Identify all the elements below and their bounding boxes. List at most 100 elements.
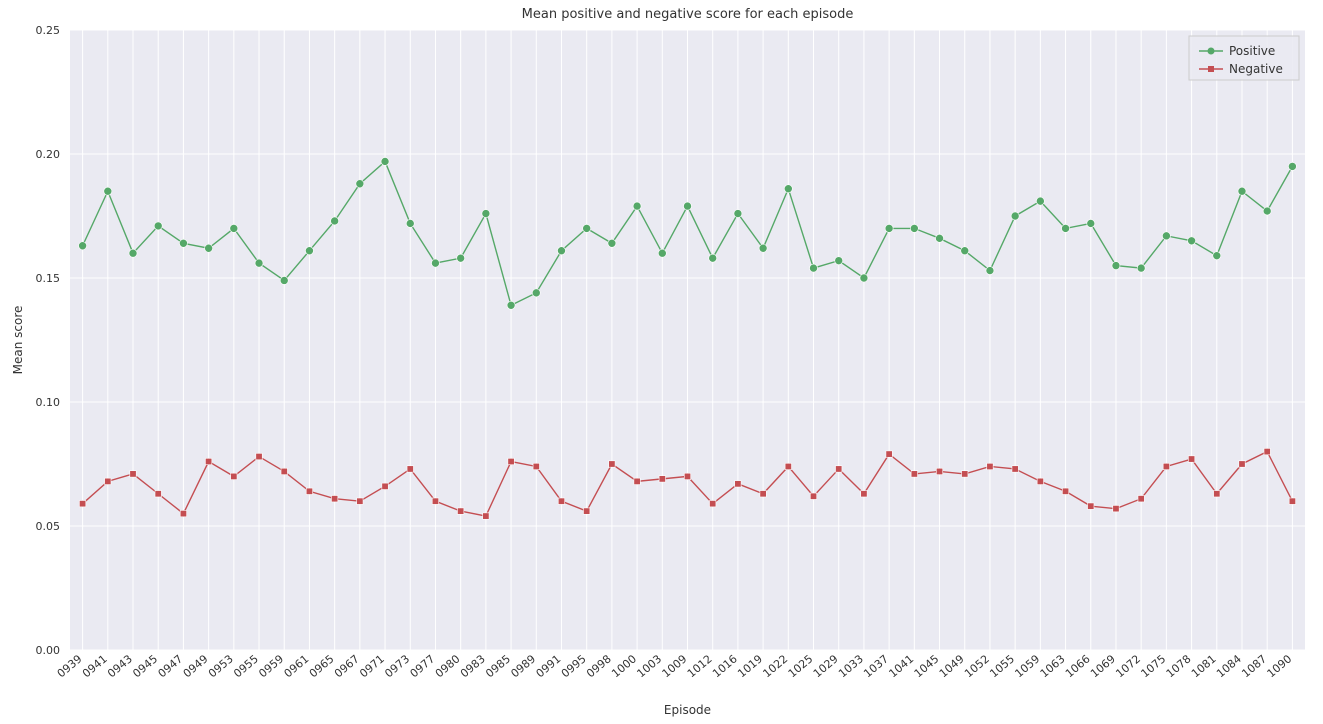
xtick-label: 1041 xyxy=(886,652,916,680)
positive-marker xyxy=(608,239,616,247)
positive-marker xyxy=(1112,262,1120,270)
negative-marker xyxy=(1012,466,1018,472)
legend-positive-label: Positive xyxy=(1229,44,1275,58)
negative-marker xyxy=(306,488,312,494)
negative-marker xyxy=(583,508,589,514)
xtick-label: 0943 xyxy=(105,652,135,680)
xtick-label: 1072 xyxy=(1113,652,1143,680)
xtick-label: 0947 xyxy=(156,652,186,680)
ytick-label: 0.25 xyxy=(36,24,61,37)
positive-marker xyxy=(431,259,439,267)
negative-marker xyxy=(1037,478,1043,484)
xtick-label: 1037 xyxy=(861,652,891,680)
ytick-label: 0.20 xyxy=(36,148,61,161)
x-axis-label: Episode xyxy=(664,703,711,717)
xtick-label: 1069 xyxy=(1088,652,1118,680)
negative-marker xyxy=(357,498,363,504)
negative-marker xyxy=(987,463,993,469)
xtick-label: 1049 xyxy=(937,652,967,680)
positive-marker xyxy=(986,267,994,275)
xtick-label: 0977 xyxy=(408,652,438,680)
negative-marker xyxy=(407,466,413,472)
positive-marker xyxy=(482,210,490,218)
positive-marker xyxy=(709,254,717,262)
positive-marker xyxy=(557,247,565,255)
negative-marker xyxy=(936,468,942,474)
positive-marker xyxy=(885,224,893,232)
xtick-label: 0998 xyxy=(584,652,614,680)
positive-marker xyxy=(79,242,87,250)
positive-marker xyxy=(684,202,692,210)
positive-marker xyxy=(784,185,792,193)
negative-marker xyxy=(836,466,842,472)
xtick-label: 0955 xyxy=(231,652,261,680)
xtick-label: 0991 xyxy=(534,652,564,680)
xtick-label: 1090 xyxy=(1265,652,1295,680)
positive-marker xyxy=(961,247,969,255)
positive-marker xyxy=(179,239,187,247)
xtick-label: 0953 xyxy=(206,652,236,680)
negative-marker xyxy=(1264,448,1270,454)
xtick-label: 0985 xyxy=(483,652,513,680)
negative-marker xyxy=(281,468,287,474)
xtick-label: 1025 xyxy=(786,652,816,680)
negative-marker xyxy=(962,471,968,477)
xtick-label: 0983 xyxy=(458,652,488,680)
xtick-label: 0945 xyxy=(130,652,160,680)
negative-marker xyxy=(911,471,917,477)
negative-marker xyxy=(810,493,816,499)
ytick-label: 0.15 xyxy=(36,272,61,285)
negative-marker xyxy=(432,498,438,504)
xtick-label: 0971 xyxy=(357,652,387,680)
xtick-label: 0980 xyxy=(433,652,463,680)
positive-marker xyxy=(305,247,313,255)
positive-marker xyxy=(734,210,742,218)
negative-marker xyxy=(861,491,867,497)
xtick-label: 0949 xyxy=(181,652,211,680)
xtick-label: 1084 xyxy=(1214,652,1244,680)
positive-marker xyxy=(835,257,843,265)
xtick-label: 1075 xyxy=(1139,652,1169,680)
positive-marker xyxy=(104,187,112,195)
xtick-label: 1012 xyxy=(685,652,715,680)
negative-marker xyxy=(256,453,262,459)
xtick-label: 0965 xyxy=(307,652,337,680)
negative-marker xyxy=(634,478,640,484)
negative-marker xyxy=(1138,496,1144,502)
negative-marker xyxy=(710,500,716,506)
negative-marker xyxy=(533,463,539,469)
ytick-label: 0.00 xyxy=(36,644,61,657)
positive-marker xyxy=(331,217,339,225)
positive-marker xyxy=(910,224,918,232)
negative-marker xyxy=(457,508,463,514)
legend-positive-marker xyxy=(1208,48,1215,55)
negative-marker xyxy=(155,491,161,497)
negative-marker xyxy=(785,463,791,469)
positive-marker xyxy=(1238,187,1246,195)
positive-marker xyxy=(532,289,540,297)
positive-marker xyxy=(1263,207,1271,215)
negative-marker xyxy=(105,478,111,484)
xtick-label: 1016 xyxy=(710,652,740,680)
positive-marker xyxy=(936,234,944,242)
positive-marker xyxy=(457,254,465,262)
positive-marker xyxy=(406,219,414,227)
xtick-label: 0973 xyxy=(382,652,412,680)
ytick-label: 0.10 xyxy=(36,396,61,409)
xtick-label: 0989 xyxy=(508,652,538,680)
negative-marker xyxy=(130,471,136,477)
chart-title: Mean positive and negative score for eac… xyxy=(522,7,854,22)
negative-marker xyxy=(1113,505,1119,511)
positive-marker xyxy=(1137,264,1145,272)
negative-marker xyxy=(1214,491,1220,497)
negative-marker xyxy=(1289,498,1295,504)
positive-marker xyxy=(280,276,288,284)
positive-marker xyxy=(129,249,137,257)
xtick-label: 1000 xyxy=(609,652,639,680)
xtick-label: 1087 xyxy=(1239,652,1269,680)
legend-negative-label: Negative xyxy=(1229,62,1283,76)
positive-marker xyxy=(507,301,515,309)
negative-marker xyxy=(558,498,564,504)
negative-marker xyxy=(1163,463,1169,469)
positive-marker xyxy=(356,180,364,188)
